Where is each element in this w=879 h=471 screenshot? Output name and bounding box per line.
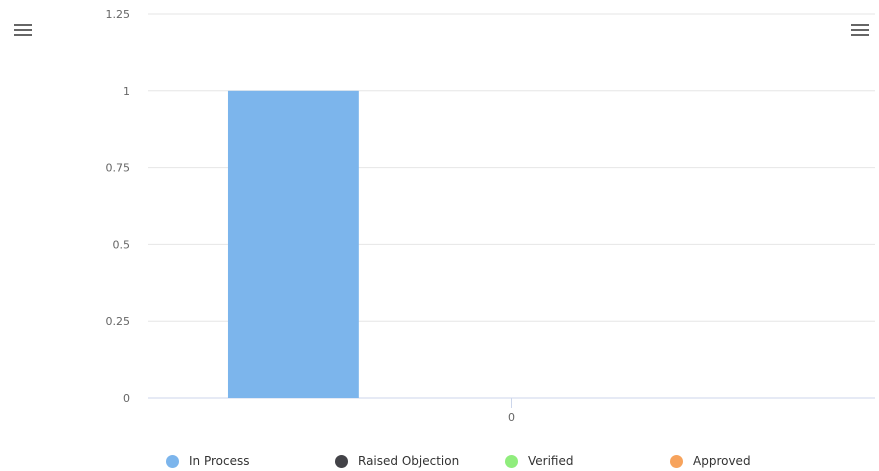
legend-marker-icon bbox=[335, 454, 348, 468]
y-tick-label: 0.75 bbox=[106, 162, 131, 175]
legend-item-approved[interactable]: Approved bbox=[670, 451, 751, 471]
y-tick-label: 0.5 bbox=[113, 238, 131, 251]
y-tick-label: 1.25 bbox=[106, 8, 131, 21]
hamburger-menu-icon[interactable] bbox=[12, 21, 34, 39]
legend-item-raised-objection[interactable]: Raised Objection bbox=[335, 451, 459, 471]
legend-marker-icon bbox=[505, 454, 518, 468]
legend-label: Verified bbox=[528, 454, 574, 468]
legend-label: Approved bbox=[693, 454, 751, 468]
legend-label: Raised Objection bbox=[358, 454, 460, 468]
bar-in-process[interactable] bbox=[227, 90, 359, 399]
chart-legend: In Process Raised Objection Verified Approv… bbox=[0, 451, 879, 471]
legend-marker-icon bbox=[670, 454, 683, 468]
legend-item-in-process[interactable]: In Process bbox=[166, 451, 249, 471]
bar-chart: 0 0.25 0.5 0.75 1 1.25 0 bbox=[106, 8, 875, 424]
legend-marker-icon bbox=[166, 454, 179, 468]
x-axis: 0 bbox=[508, 398, 515, 424]
legend-label: In Process bbox=[189, 454, 250, 468]
x-tick-label: 0 bbox=[508, 411, 515, 424]
legend-item-verified[interactable]: Verified bbox=[505, 451, 574, 471]
y-tick-label: 0 bbox=[123, 392, 130, 405]
y-axis-ticks: 0 0.25 0.5 0.75 1 1.25 bbox=[106, 8, 131, 405]
bars bbox=[227, 90, 359, 399]
y-tick-label: 0.25 bbox=[106, 315, 131, 328]
hamburger-menu-icon[interactable] bbox=[849, 21, 871, 39]
y-tick-label: 1 bbox=[123, 85, 130, 98]
